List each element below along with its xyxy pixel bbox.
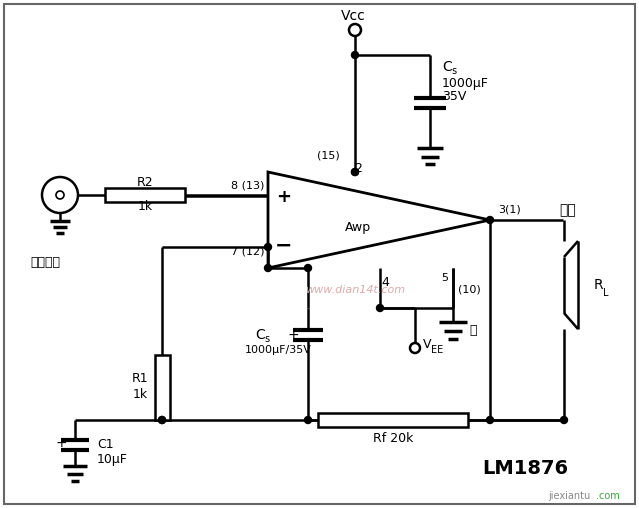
Circle shape [158, 417, 166, 424]
Text: 输出: 输出 [560, 203, 576, 217]
Text: V: V [423, 338, 431, 352]
Text: 2: 2 [354, 162, 362, 175]
Text: +: + [55, 436, 67, 450]
Text: 10μF: 10μF [97, 453, 128, 465]
Text: +: + [287, 328, 299, 342]
Text: 1000μF: 1000μF [442, 77, 489, 89]
Text: www.dian14t.com: www.dian14t.com [305, 285, 405, 295]
Text: 1000μF/35V: 1000μF/35V [245, 345, 311, 355]
Text: .com: .com [596, 491, 620, 501]
Circle shape [351, 51, 358, 58]
Circle shape [351, 169, 358, 175]
Text: C: C [255, 328, 265, 342]
Text: (10): (10) [458, 285, 481, 295]
Bar [155, 355, 170, 420]
Text: EE: EE [431, 345, 443, 355]
Circle shape [560, 417, 567, 424]
Text: Rf 20k: Rf 20k [373, 431, 413, 444]
Circle shape [305, 265, 311, 271]
Text: s: s [265, 334, 270, 344]
Text: 35V: 35V [442, 90, 466, 104]
Text: 音频输入: 音频输入 [30, 256, 60, 269]
Text: Vcc: Vcc [341, 9, 366, 23]
Bar [105, 188, 185, 202]
Text: L: L [603, 288, 609, 298]
Text: 3(1): 3(1) [498, 205, 521, 215]
Text: +: + [277, 188, 291, 206]
Text: (15): (15) [317, 150, 339, 160]
Circle shape [305, 417, 311, 424]
Text: C: C [442, 60, 452, 74]
Text: R2: R2 [137, 176, 153, 189]
Text: 7 (12): 7 (12) [231, 247, 265, 257]
Text: C1: C1 [97, 438, 114, 452]
Text: 8 (13): 8 (13) [231, 180, 265, 190]
Text: s: s [451, 66, 456, 76]
Circle shape [158, 417, 166, 424]
Circle shape [486, 216, 493, 224]
Text: 5: 5 [441, 273, 448, 283]
Circle shape [486, 417, 493, 424]
Circle shape [376, 304, 383, 311]
Bar [318, 413, 468, 427]
Text: −: − [275, 236, 293, 256]
Text: 1k: 1k [137, 201, 153, 213]
Text: jiexiantu: jiexiantu [548, 491, 590, 501]
Circle shape [265, 243, 272, 250]
Text: LM1876: LM1876 [482, 459, 568, 478]
Text: R: R [593, 278, 603, 292]
Circle shape [265, 265, 272, 271]
Text: 1k: 1k [132, 389, 148, 401]
Text: 4: 4 [381, 276, 389, 290]
Text: R1: R1 [132, 372, 148, 386]
Circle shape [351, 169, 358, 175]
Text: Awp: Awp [345, 221, 371, 235]
Text: 地: 地 [469, 325, 477, 337]
